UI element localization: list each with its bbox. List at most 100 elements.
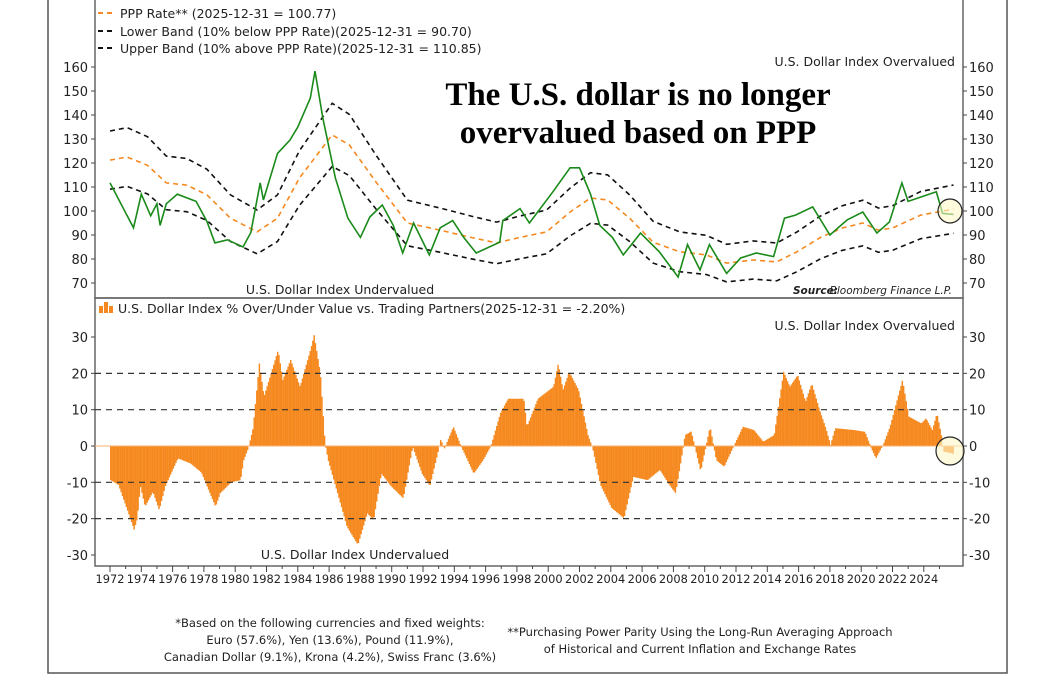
pct-bar	[416, 446, 418, 460]
pct-bar	[413, 446, 416, 452]
pct-bar	[872, 446, 875, 454]
pct-bar	[365, 446, 368, 517]
pct-bar	[456, 437, 459, 446]
pct-bar	[579, 397, 581, 446]
pct-bar	[841, 428, 844, 446]
pct-bar	[833, 430, 836, 446]
pct-bar	[704, 446, 707, 450]
pct-bar	[659, 446, 661, 471]
pct-bar	[223, 446, 225, 490]
pct-bar	[674, 446, 677, 493]
pct-bar	[216, 446, 219, 501]
pct-bar	[376, 446, 378, 502]
pct-bar	[728, 446, 730, 457]
y-tick-label-right: -10	[969, 476, 990, 491]
pct-bar	[162, 446, 164, 496]
pct-bar	[490, 444, 493, 446]
pct-bar	[213, 446, 215, 503]
pct-bar	[643, 446, 645, 480]
pct-bar	[816, 402, 819, 446]
pct-bar	[359, 446, 361, 539]
pct-bar	[812, 389, 815, 446]
pct-bar	[455, 434, 458, 446]
pct-bar	[866, 437, 868, 446]
pct-bar	[630, 446, 632, 488]
pct-bar	[906, 408, 909, 446]
pct-bar	[132, 446, 134, 526]
pct-bar	[631, 446, 634, 482]
pct-bar	[713, 446, 716, 451]
pct-bar	[133, 446, 135, 530]
pct-bar	[758, 436, 760, 446]
pct-bar	[677, 446, 679, 480]
pct-bar	[166, 446, 168, 484]
pct-bar	[575, 385, 578, 446]
pct-bar	[810, 385, 812, 446]
lower-band-line	[109, 165, 954, 283]
pct-bar	[395, 446, 398, 492]
pct-bar	[670, 446, 673, 488]
pct-bar	[541, 395, 544, 446]
pct-bar	[781, 380, 784, 446]
pct-bar	[827, 435, 829, 446]
pct-bar	[655, 446, 657, 474]
pct-bar	[419, 446, 421, 467]
pct-bar	[361, 446, 364, 530]
pct-bar	[540, 396, 542, 446]
pct-bar	[309, 351, 311, 446]
pct-bar	[612, 446, 614, 509]
pct-bar	[301, 378, 304, 446]
pct-bar	[789, 386, 791, 446]
pct-bar	[218, 446, 220, 497]
pct-bar	[404, 446, 407, 487]
pct-bar	[759, 437, 761, 446]
pct-bar	[409, 446, 412, 459]
pct-bar	[351, 446, 353, 535]
pct-bar	[820, 415, 823, 446]
pct-bar	[823, 422, 825, 446]
pct-bar	[319, 377, 322, 446]
pct-bar	[186, 446, 189, 463]
pct-bar	[318, 366, 321, 446]
pct-bar	[786, 381, 789, 446]
pct-bar	[164, 446, 167, 486]
pct-bar	[119, 446, 121, 489]
pct-bar	[531, 414, 533, 446]
pct-bar	[839, 428, 841, 446]
pct-bar	[146, 446, 148, 503]
y-tick-label-right: 90	[969, 229, 986, 244]
pct-bar	[235, 446, 237, 482]
legend-pct: U.S. Dollar Index % Over/Under Value vs.…	[118, 301, 625, 316]
footnote-ppp: **Purchasing Power Parity Using the Long…	[507, 625, 892, 656]
legend-bar-marker	[109, 306, 113, 313]
pct-bar	[909, 417, 911, 446]
pct-bar	[283, 376, 285, 446]
pct-bar	[389, 446, 391, 485]
pct-bar	[773, 433, 776, 446]
pct-bar	[151, 446, 154, 493]
pct-bar	[402, 446, 404, 498]
pct-bar	[458, 440, 460, 446]
y-tick-label-left: 140	[63, 109, 88, 124]
pct-bar	[660, 446, 662, 472]
pct-bar	[316, 351, 318, 446]
pct-bar	[814, 394, 816, 446]
upper-band-line	[109, 102, 954, 246]
pct-bar	[463, 446, 465, 453]
pct-bar	[159, 446, 162, 506]
pct-bar	[779, 398, 781, 446]
pct-bar	[725, 446, 728, 463]
pct-bar	[110, 446, 112, 481]
pct-bar	[441, 442, 443, 446]
pct-bar	[305, 364, 308, 446]
source-label: Source:	[793, 285, 838, 297]
pct-bar	[621, 446, 623, 517]
pct-bar	[915, 420, 918, 446]
pct-bar	[171, 446, 173, 472]
pct-bar	[304, 369, 306, 446]
pct-bar	[578, 391, 580, 446]
pct-bar	[391, 446, 394, 488]
pct-bar	[905, 401, 907, 446]
pct-bar	[825, 430, 828, 446]
pct-bar	[901, 380, 904, 446]
